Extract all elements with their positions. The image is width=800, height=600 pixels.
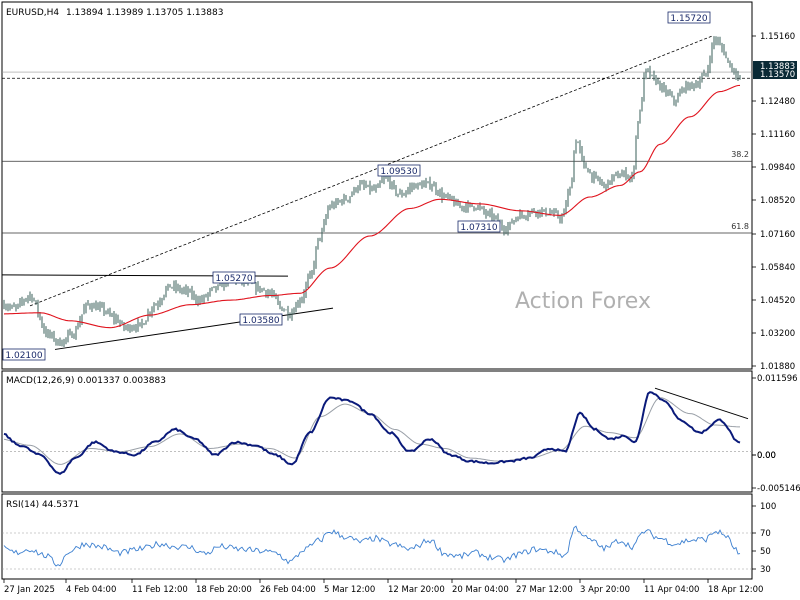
price-annotation-box xyxy=(212,271,256,284)
price-layer: 38.2 61.8 1.02100 1.05270 1.03580 1.09530 1.07… xyxy=(1,11,752,361)
time-tick-label: 18 Feb 20:00 xyxy=(196,585,252,595)
price-annotation: 1.05270 xyxy=(215,274,252,284)
price-tick-label: 1.01880 xyxy=(760,362,795,372)
rising-trendline xyxy=(29,35,713,307)
axis-layer: 1.15160 1.12480 1.11160 1.09840 1.08520 1.071… xyxy=(3,32,800,595)
price-annotation: 1.15720 xyxy=(670,14,707,24)
ohlc-values: 1.13894 1.13989 1.13705 1.13883 xyxy=(66,8,223,18)
ma-value-label: 1.13570 xyxy=(760,70,795,80)
price-annotation-box xyxy=(377,164,421,177)
time-tick-label: 11 Feb 12:00 xyxy=(132,585,188,595)
time-tick-label: 5 Mar 12:00 xyxy=(324,585,375,595)
price-tick-label: 1.11160 xyxy=(760,130,795,140)
macd-panel-frame xyxy=(1,370,753,493)
macd-tick-label: 0.00 xyxy=(757,451,776,461)
moving-average-line xyxy=(3,84,741,329)
price-annotation-box xyxy=(239,313,283,326)
time-tick-label: 20 Mar 04:00 xyxy=(452,585,509,595)
time-tick-label: 27 Mar 12:00 xyxy=(516,585,573,595)
time-tick-label: 18 Apr 12:00 xyxy=(708,585,763,595)
rsi-tick-label: 100 xyxy=(760,502,776,512)
time-tick-label: 12 Mar 20:00 xyxy=(388,585,445,595)
macd-label: MACD(12,26,9) 0.001337 0.003883 xyxy=(6,376,166,386)
rsi-line xyxy=(3,525,741,567)
rsi-tick-label: 70 xyxy=(760,529,771,539)
macd-tick-label: -0.005146 xyxy=(757,484,800,494)
watermark: Action Forex xyxy=(515,289,651,314)
rsi-layer xyxy=(2,525,752,570)
ma-value-tag xyxy=(753,69,797,79)
price-tick-label: 1.03200 xyxy=(760,329,795,339)
price-tick-label: 1.07160 xyxy=(760,230,795,240)
rsi-tick-label: 50 xyxy=(760,547,771,557)
price-annotation: 1.09530 xyxy=(380,167,417,177)
macd-tick-label: 0.011596 xyxy=(757,374,798,384)
price-tick-label: 1.08520 xyxy=(760,196,795,206)
price-panel-frame xyxy=(1,1,753,370)
price-annotation: 1.07310 xyxy=(460,223,497,233)
price-tick-label: 1.09840 xyxy=(760,163,795,173)
symbol-label: EURUSD,H4 xyxy=(6,8,59,18)
time-tick-label: 4 Feb 04:00 xyxy=(66,585,116,595)
current-price-tag xyxy=(753,61,797,71)
macd-layer xyxy=(2,387,752,475)
price-annotation-box xyxy=(667,11,711,24)
channel-bottom-line xyxy=(54,307,334,350)
price-header: EURUSD,H4 1.13894 1.13989 1.13705 1.1388… xyxy=(6,8,223,18)
macd-line xyxy=(3,391,741,475)
fib-label: 38.2 xyxy=(731,150,749,159)
rsi-label: RSI(14) 44.5371 xyxy=(6,500,79,510)
current-price-label: 1.13883 xyxy=(760,62,795,72)
price-tick-label: 1.04520 xyxy=(760,296,795,306)
time-tick-label: 26 Feb 04:00 xyxy=(260,585,316,595)
macd-tick-label: 0.00 xyxy=(757,451,776,461)
price-annotation-box xyxy=(2,348,46,361)
price-tick-label: 1.12480 xyxy=(760,97,795,107)
price-tick-label: 1.15160 xyxy=(760,32,795,42)
price-annotation-box xyxy=(457,220,501,233)
macd-trendline xyxy=(654,387,749,420)
time-tick-label: 27 Jan 2025 xyxy=(4,585,55,595)
time-tick-label: 3 Apr 20:00 xyxy=(580,585,630,595)
fib-label: 61.8 xyxy=(731,222,749,231)
time-tick-label: 11 Apr 04:00 xyxy=(644,585,699,595)
price-annotation: 1.02100 xyxy=(5,351,42,361)
price-tick-label: 1.05840 xyxy=(760,263,795,273)
price-annotation: 1.03580 xyxy=(242,316,279,326)
rsi-tick-label: 30 xyxy=(760,565,771,575)
